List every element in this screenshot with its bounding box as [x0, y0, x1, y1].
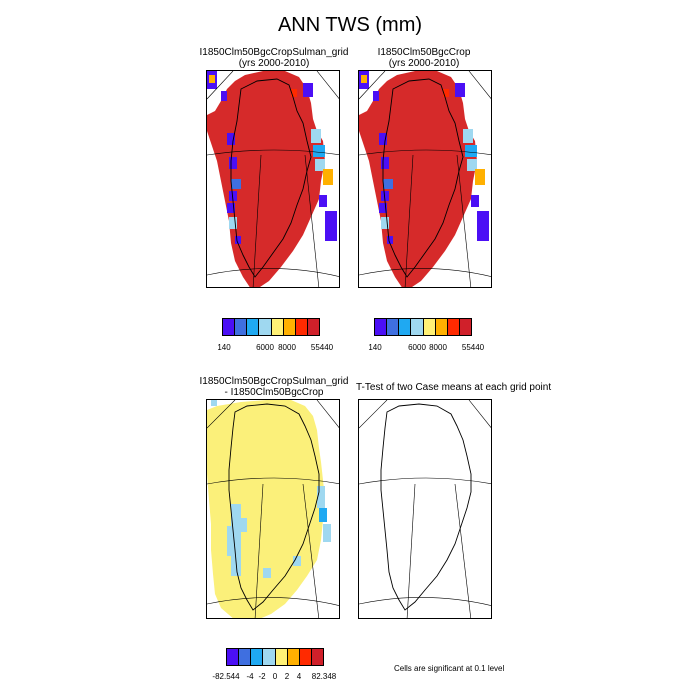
diff-panel-title: I1850Clm50BgcCropSulman_grid - I1850Clm5… — [194, 376, 354, 398]
case2-greenland-outline — [382, 78, 464, 278]
case2-subtitle: (yrs 2000-2010) — [388, 58, 460, 69]
diff-colorbar-swatch — [299, 649, 312, 665]
case2-title: I1850Clm50BgcCrop — [377, 47, 471, 58]
case2-colorbar-label: 8000 — [429, 343, 447, 352]
case1-map-svg — [207, 71, 339, 287]
ttest-title: T-Test of two Case means at each grid po… — [356, 382, 552, 393]
case2-panel-title: I1850Clm50BgcCrop (yrs 2000-2010) — [344, 47, 504, 69]
case1-colorbar-label: 8000 — [278, 343, 296, 352]
case1-colorbar-swatch — [259, 319, 272, 335]
case1-colorbar-swatch — [283, 319, 296, 335]
case1-colorbar-swatch — [307, 319, 319, 335]
case2-colorbar-label: 55440 — [461, 343, 485, 352]
diff-colorbar-swatch — [311, 649, 323, 665]
diff-colorbar-label: -4 — [246, 672, 254, 681]
figure-title: ANN TWS (mm) — [277, 14, 423, 36]
case1-colorbar-label: 140 — [217, 343, 231, 352]
case2-map — [358, 70, 492, 288]
diff-tws-fill — [207, 400, 331, 618]
case1-colorbar — [222, 318, 320, 336]
case2-colorbar-swatch — [459, 319, 471, 335]
case2-colorbar — [374, 318, 472, 336]
diff-colorbar-label: 82.348 — [311, 672, 337, 681]
diff-colorbar-swatch — [227, 649, 240, 665]
diff-title: I1850Clm50BgcCropSulman_grid — [199, 376, 349, 387]
case1-colorbar-swatch — [235, 319, 248, 335]
case2-colorbar-swatch — [387, 319, 400, 335]
ttest-map — [358, 399, 492, 619]
diff-colorbar-label: 2 — [284, 672, 290, 681]
case2-map-svg — [359, 71, 491, 287]
case1-tws-fill — [207, 71, 337, 287]
diff-colorbar — [226, 648, 324, 666]
diff-map — [206, 399, 340, 619]
diff-colorbar-swatch — [275, 649, 288, 665]
case1-map — [206, 70, 340, 288]
significance-note: Cells are significant at 0.1 level — [394, 664, 505, 673]
ttest-graticule — [359, 400, 491, 618]
case1-colorbar-label: 6000 — [256, 343, 274, 352]
case2-colorbar-swatch — [447, 319, 460, 335]
diff-graticule — [207, 400, 339, 618]
case1-subtitle: (yrs 2000-2010) — [238, 58, 310, 69]
diff-colorbar-swatch — [287, 649, 300, 665]
case2-colorbar-label: 6000 — [408, 343, 426, 352]
case2-colorbar-swatch — [411, 319, 424, 335]
case2-colorbar-swatch — [435, 319, 448, 335]
diff-colorbar-label: 4 — [296, 672, 302, 681]
case1-title: I1850Clm50BgcCropSulman_grid — [199, 47, 349, 58]
diff-colorbar-label: -2 — [258, 672, 266, 681]
case2-colorbar-swatch — [375, 319, 388, 335]
diff-subtitle: - I1850Clm50BgcCrop — [224, 387, 324, 398]
case1-colorbar-swatch — [271, 319, 284, 335]
case1-colorbar-label: 55440 — [310, 343, 334, 352]
diff-colorbar-label: 0 — [272, 672, 278, 681]
diff-colorbar-swatch — [239, 649, 252, 665]
ttest-map-svg — [359, 400, 491, 618]
diff-colorbar-swatch — [251, 649, 264, 665]
diff-colorbar-swatch — [263, 649, 276, 665]
diff-map-svg — [207, 400, 339, 618]
case2-colorbar-label: 140 — [368, 343, 382, 352]
case2-graticule — [359, 71, 491, 287]
ttest-greenland-outline — [380, 403, 472, 611]
case1-panel-title: I1850Clm50BgcCropSulman_grid (yrs 2000-2… — [194, 47, 354, 69]
case1-colorbar-swatch — [247, 319, 260, 335]
case1-colorbar-swatch — [295, 319, 308, 335]
diff-greenland-outline — [228, 403, 320, 611]
case1-colorbar-swatch — [223, 319, 236, 335]
case2-tws-fill — [359, 71, 489, 287]
case2-colorbar-swatch — [399, 319, 412, 335]
diff-colorbar-label: -82.544 — [212, 672, 240, 681]
case1-graticule — [207, 71, 339, 287]
case1-greenland-outline — [230, 78, 312, 278]
case2-colorbar-swatch — [423, 319, 436, 335]
ttest-panel-title: T-Test of two Case means at each grid po… — [356, 382, 556, 393]
